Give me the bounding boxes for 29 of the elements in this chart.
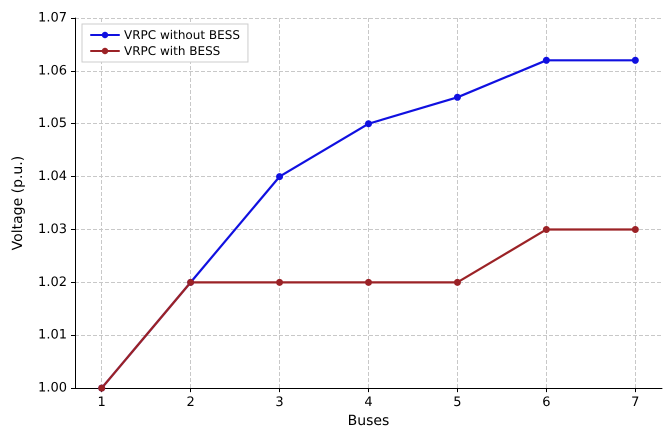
x-tick-label: 1	[98, 395, 106, 410]
point	[632, 56, 639, 64]
point	[542, 226, 550, 233]
point	[276, 173, 284, 180]
y-tick-label: 1.01	[38, 328, 67, 343]
y-tick-label: 1.02	[38, 274, 67, 290]
point	[454, 278, 461, 286]
point	[632, 226, 639, 233]
y-tick-label: 1.03	[38, 222, 67, 237]
y-tick-label: 1.05	[38, 116, 67, 132]
x-tick-label: 2	[186, 395, 195, 410]
point	[454, 94, 461, 101]
point	[365, 278, 372, 286]
x-tick-label: 7	[631, 395, 640, 410]
x-tick-label: 4	[364, 395, 373, 410]
point	[542, 56, 550, 64]
y-tick-label: 1.06	[38, 63, 67, 78]
x-tick-label: 5	[453, 395, 462, 410]
y-tick-label: 1.04	[38, 169, 67, 184]
point	[276, 278, 284, 286]
x-axis-title: Buses	[348, 413, 390, 429]
legend-label: VRPC with BESS	[124, 44, 220, 58]
x-tick-label: 3	[275, 395, 284, 410]
y-tick-label: 1.00	[38, 380, 67, 396]
y-tick-label: 1.07	[38, 10, 67, 26]
legend-label: VRPC without BESS	[124, 28, 240, 42]
x-tick-label: 6	[542, 395, 551, 410]
point	[365, 120, 372, 128]
y-axis-title: Voltage (p.u.)	[10, 156, 26, 250]
